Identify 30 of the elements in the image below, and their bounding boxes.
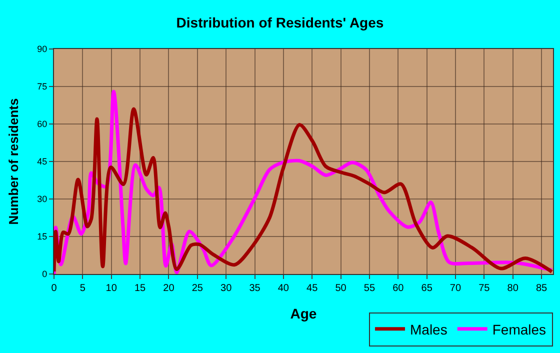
chart-title: Distribution of Residents' Ages (176, 14, 384, 30)
y-tick-label: 90 (37, 44, 48, 54)
x-tick-label: 5 (80, 283, 86, 294)
x-tick-label: 65 (421, 283, 433, 294)
x-tick-label: 25 (192, 283, 204, 294)
y-tick-label: 0 (42, 269, 48, 280)
legend-label: Females (492, 321, 546, 338)
y-axis-title: Number of residents (6, 98, 22, 225)
x-tick-label: 15 (134, 283, 146, 294)
x-tick-label: 40 (278, 283, 290, 294)
x-tick-label: 20 (163, 283, 175, 294)
x-tick-label: 0 (51, 283, 58, 294)
x-tick-label: 35 (249, 283, 261, 294)
x-tick-label: 45 (306, 283, 318, 294)
y-tick-label: 60 (37, 119, 48, 130)
x-axis-title: Age (290, 305, 317, 322)
x-tick-label: 85 (536, 283, 548, 294)
y-tick-label: 30 (37, 194, 48, 204)
y-tick-label: 45 (37, 156, 48, 167)
x-tick-label: 50 (335, 283, 347, 294)
y-tick-label: 15 (37, 232, 48, 242)
x-tick-label: 30 (220, 283, 232, 294)
y-tick-label: 75 (37, 82, 48, 92)
legend-label: Males (410, 321, 448, 338)
x-tick-label: 55 (364, 283, 376, 294)
x-tick-label: 75 (478, 283, 490, 294)
x-tick-label: 80 (507, 283, 519, 294)
x-tick-label: 60 (392, 283, 404, 294)
x-tick-label: 10 (106, 283, 118, 294)
x-tick-label: 70 (450, 283, 462, 294)
